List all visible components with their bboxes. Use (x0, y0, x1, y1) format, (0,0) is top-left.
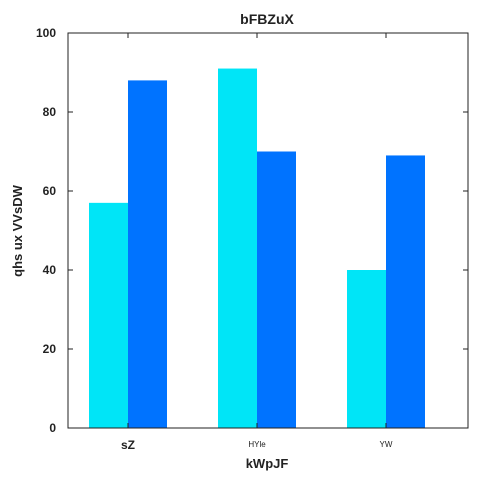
bar-YW-series-1 (347, 270, 386, 428)
y-axis-label: qhs ux VVsDW (10, 184, 25, 276)
bars-group (89, 69, 425, 428)
bar-sZ-series-1 (89, 203, 128, 428)
y-tick-label: 40 (43, 263, 57, 277)
y-tick-label: 20 (43, 342, 57, 356)
x-axis-label: kWpJF (246, 456, 289, 471)
x-tick-label: sZ (121, 438, 135, 452)
x-tick-label: HYle (248, 440, 266, 449)
x-tick-label: YW (380, 440, 393, 449)
y-tick-label: 60 (43, 184, 57, 198)
chart-title: bFBZuX (240, 11, 294, 27)
bar-HYle-series-1 (218, 69, 257, 428)
bar-HYle-series-2 (257, 152, 296, 429)
y-tick-label: 100 (36, 26, 56, 40)
y-tick-label: 0 (49, 421, 56, 435)
y-tick-label: 80 (43, 105, 57, 119)
bar-sZ-series-2 (128, 80, 167, 428)
bar-YW-series-2 (386, 155, 425, 428)
